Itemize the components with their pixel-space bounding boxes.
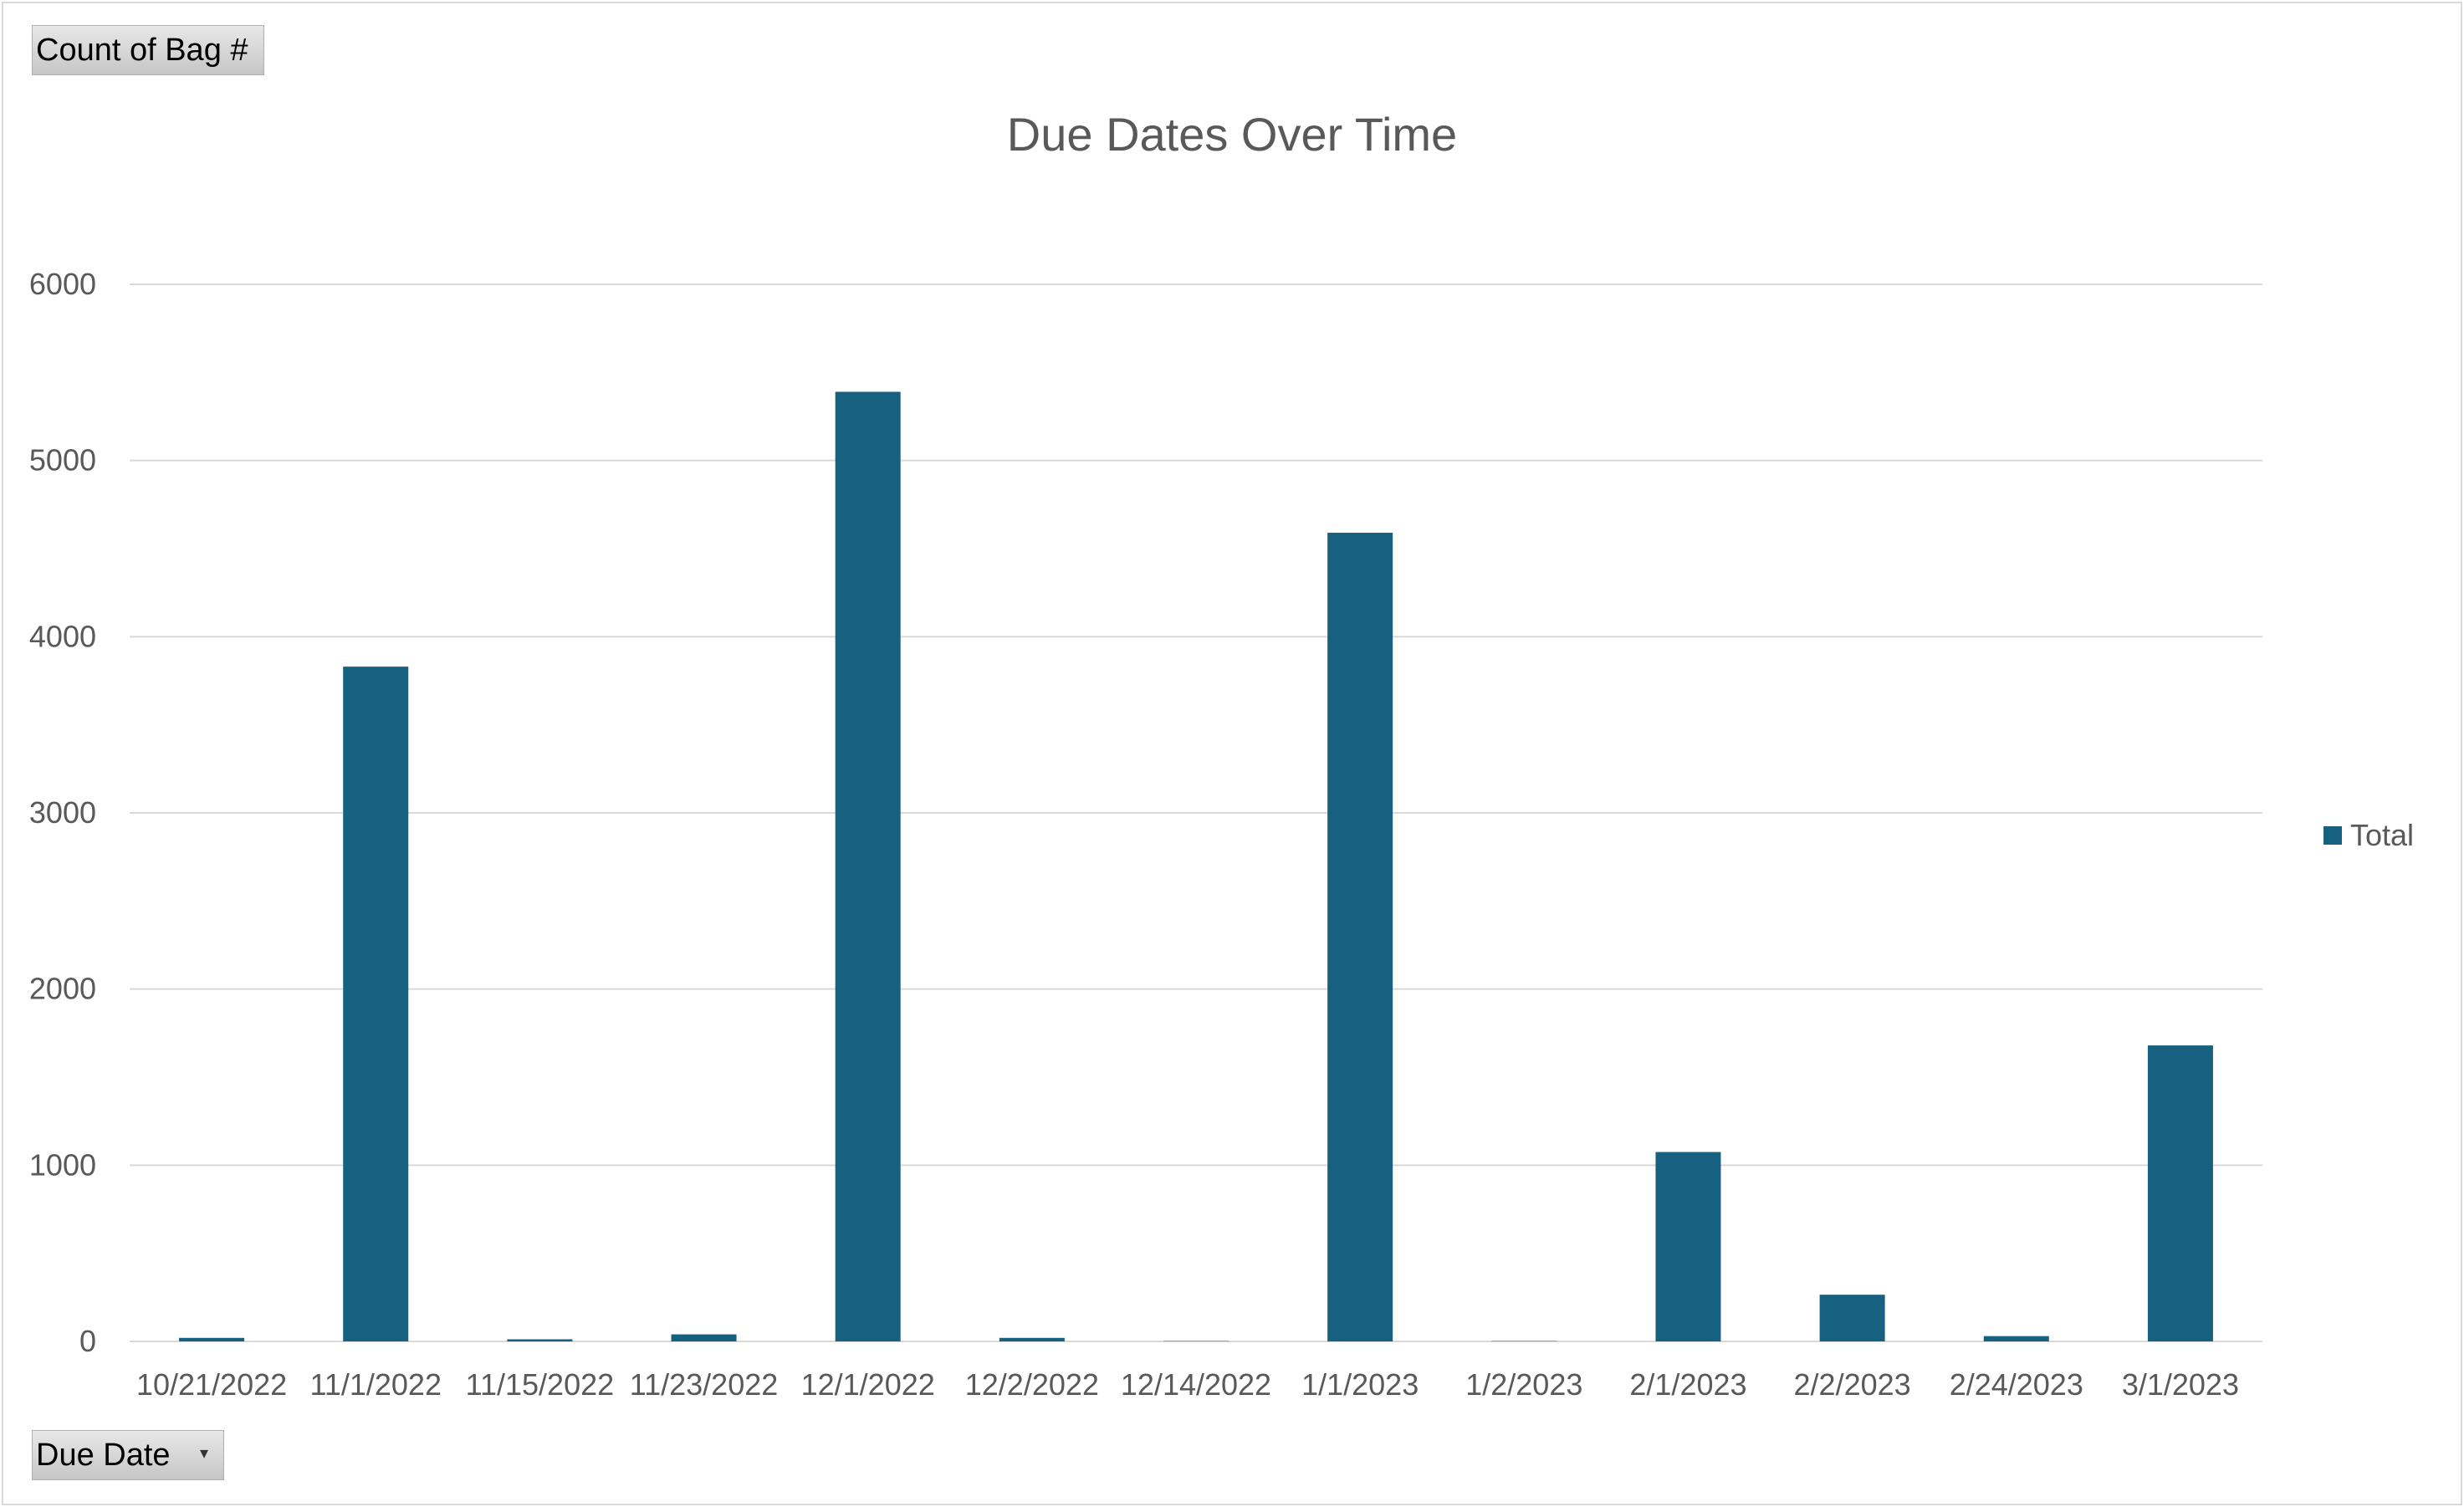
bar[interactable] <box>179 1337 245 1341</box>
y-tick-label: 1000 <box>29 1147 96 1182</box>
dropdown-arrow-icon[interactable]: ▾ <box>199 1444 208 1463</box>
y-tick-label: 4000 <box>29 619 96 653</box>
bar[interactable] <box>2147 1045 2213 1341</box>
x-tick-label: 1/1/2023 <box>1301 1367 1419 1402</box>
x-tick-label: 10/21/2022 <box>136 1367 287 1402</box>
x-tick-label: 11/1/2022 <box>309 1367 441 1402</box>
chart-title: Due Dates Over Time <box>1006 108 1458 161</box>
bar[interactable] <box>999 1337 1065 1341</box>
bar[interactable] <box>671 1334 737 1341</box>
x-tick-label: 2/1/2023 <box>1629 1367 1746 1402</box>
legend-label: Total <box>2350 818 2415 852</box>
legend: Total <box>2323 818 2414 853</box>
bar[interactable] <box>1655 1152 1721 1341</box>
bar[interactable] <box>835 391 901 1342</box>
axis-field-button[interactable]: Due Date ▾ <box>32 1430 224 1480</box>
bar[interactable] <box>1327 533 1393 1341</box>
y-tick-label: 0 <box>79 1324 96 1358</box>
x-tick-label: 2/24/2023 <box>1950 1367 2083 1402</box>
y-tick-label: 6000 <box>29 267 96 301</box>
value-field-button[interactable]: Count of Bag # <box>32 25 264 75</box>
x-tick-label: 1/2/2023 <box>1465 1367 1582 1402</box>
y-tick-label: 5000 <box>29 443 96 478</box>
x-tick-label: 11/15/2022 <box>466 1367 615 1402</box>
y-tick-label: 2000 <box>29 972 96 1006</box>
axis-field-label: Due Date <box>36 1437 171 1473</box>
x-tick-label: 12/14/2022 <box>1121 1367 1271 1402</box>
legend-swatch <box>2323 826 2342 845</box>
bar[interactable] <box>507 1339 573 1341</box>
bar[interactable] <box>343 667 409 1341</box>
value-field-label: Count of Bag # <box>36 32 248 68</box>
x-tick-label: 2/2/2023 <box>1794 1367 1911 1402</box>
x-tick-label: 3/1/2023 <box>2122 1367 2239 1402</box>
x-tick-label: 12/2/2022 <box>965 1367 1099 1402</box>
bar[interactable] <box>1983 1336 2049 1341</box>
bar[interactable] <box>1819 1295 1885 1341</box>
x-tick-label: 12/1/2022 <box>801 1367 935 1402</box>
x-tick-label: 11/23/2022 <box>630 1367 779 1402</box>
y-tick-label: 3000 <box>29 795 96 830</box>
